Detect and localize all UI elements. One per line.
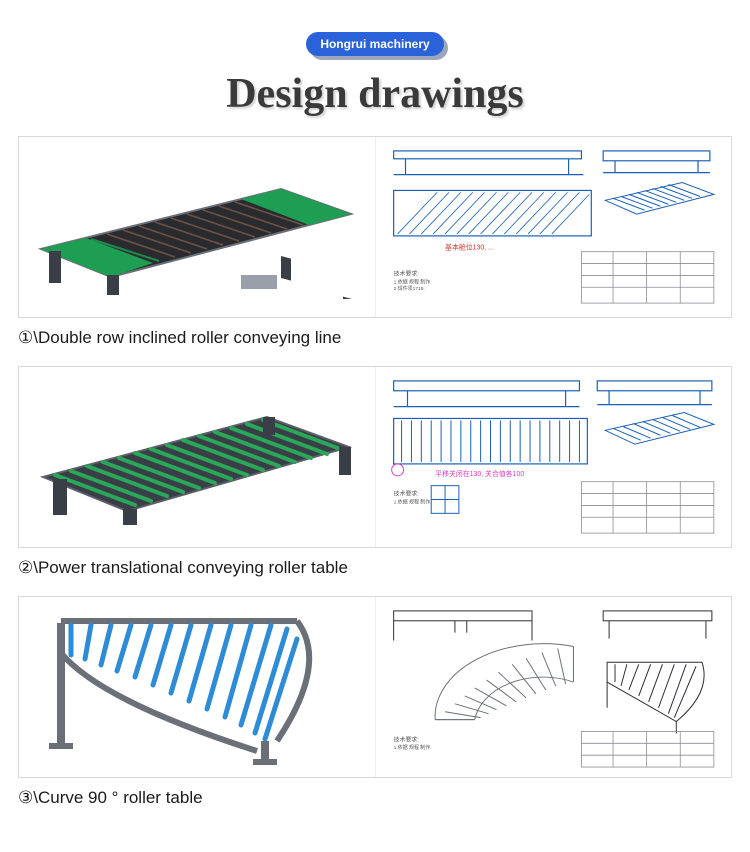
svg-text:技术要求:: 技术要求: — [393, 490, 419, 498]
caption-1: ①\Double row inclined roller conveying l… — [18, 328, 732, 348]
design-panel-1: 基本舱位130, ... — [18, 136, 732, 318]
svg-text:1.依据 规程 制作.: 1.依据 规程 制作. — [393, 744, 431, 751]
caption-2: ②\Power translational conveying roller t… — [18, 558, 732, 578]
svg-text:技术要求:: 技术要求: — [393, 735, 419, 743]
brand-badge: Hongrui machinery — [306, 32, 443, 56]
panel3-tech-drawing: 技术要求: 1.依据 规程 制作. — [382, 603, 726, 771]
panel2-tech-drawing: 平移关闭在130, 关合值各100 — [382, 373, 726, 541]
caption-3: ③\Curve 90 ° roller table — [18, 788, 732, 808]
svg-text:1.依据 规程 制作.: 1.依据 规程 制作. — [393, 278, 431, 285]
svg-text:平移关闭在130, 关合值各100: 平移关闭在130, 关合值各100 — [435, 469, 524, 478]
design-panel-3: 技术要求: 1.依据 规程 制作. — [18, 596, 732, 778]
svg-text:2.焊件须1715.: 2.焊件须1715. — [393, 285, 424, 292]
panel2-3d-render — [31, 389, 361, 529]
svg-text:基本舱位130, ...: 基本舱位130, ... — [445, 243, 494, 252]
panel1-tech-drawing: 基本舱位130, ... — [382, 143, 726, 311]
svg-text:1.依据 规程 制作.: 1.依据 规程 制作. — [393, 498, 431, 505]
page-title: Design drawings — [0, 70, 750, 118]
design-panel-2: 平移关闭在130, 关合值各100 — [18, 366, 732, 548]
panel1-3d-render — [31, 159, 361, 299]
panel3-3d-render — [31, 605, 351, 769]
svg-text:技术要求:: 技术要求: — [393, 269, 419, 277]
